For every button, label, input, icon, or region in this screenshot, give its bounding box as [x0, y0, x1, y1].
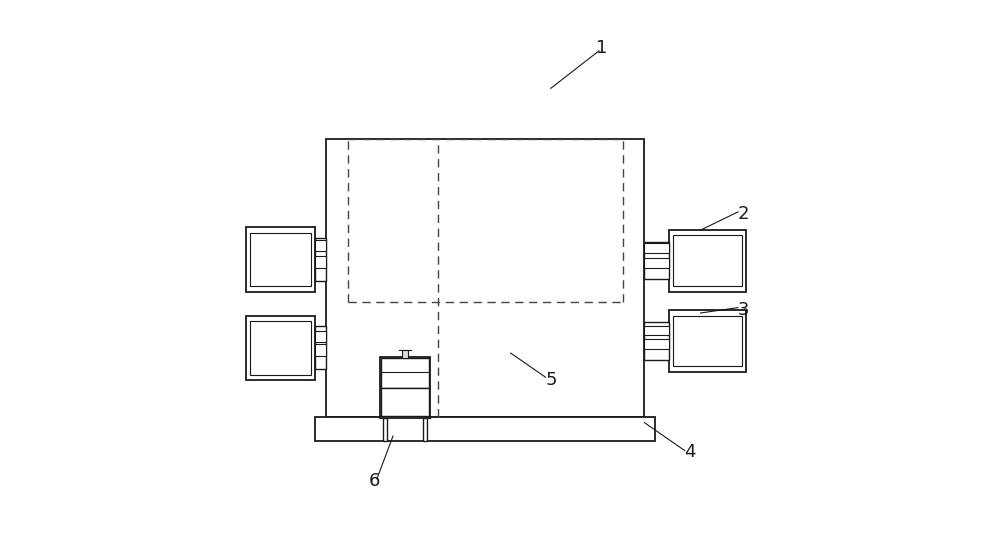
Bar: [315, 240, 326, 251]
Bar: [326, 139, 644, 417]
Bar: [315, 238, 326, 281]
Bar: [669, 310, 746, 372]
Bar: [246, 316, 315, 380]
Bar: [381, 358, 429, 388]
Bar: [315, 417, 655, 441]
Bar: [402, 350, 408, 358]
Bar: [246, 227, 315, 292]
Text: 4: 4: [684, 443, 696, 461]
Bar: [673, 235, 742, 286]
Bar: [380, 357, 430, 418]
Bar: [644, 326, 669, 335]
Text: 5: 5: [545, 371, 557, 389]
Bar: [381, 388, 429, 416]
Bar: [644, 258, 669, 268]
Text: 2: 2: [738, 205, 749, 223]
Text: 6: 6: [369, 472, 380, 491]
Bar: [644, 339, 669, 349]
Bar: [644, 242, 669, 279]
Bar: [315, 344, 326, 356]
Bar: [250, 233, 311, 286]
Bar: [250, 321, 311, 374]
Bar: [315, 326, 326, 369]
Bar: [644, 322, 669, 360]
Bar: [673, 316, 742, 366]
Bar: [383, 418, 387, 441]
Text: 3: 3: [738, 301, 749, 319]
Bar: [315, 256, 326, 268]
Bar: [644, 243, 669, 253]
Text: 1: 1: [596, 39, 607, 57]
Bar: [423, 418, 427, 441]
Bar: [315, 331, 326, 342]
Bar: [669, 230, 746, 292]
